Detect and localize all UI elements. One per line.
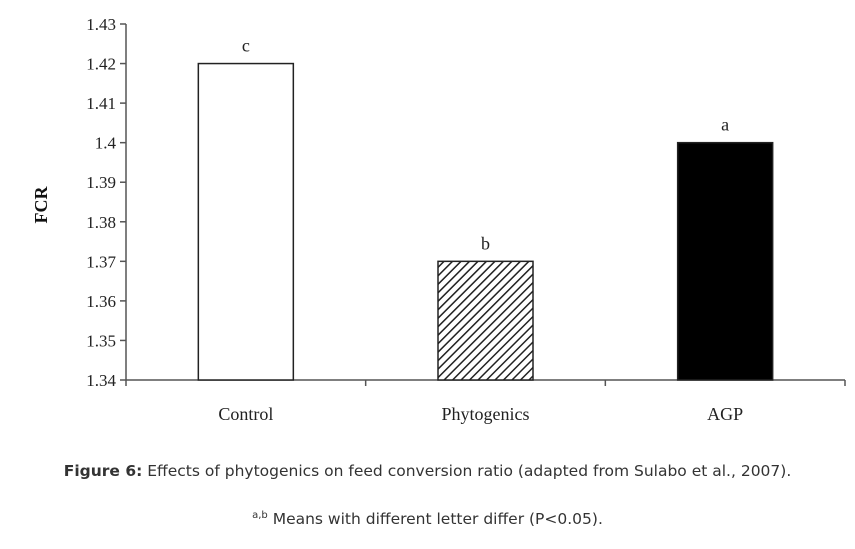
y-tick-label: 1.38	[86, 213, 116, 232]
significance-label: c	[242, 36, 250, 56]
x-axis	[125, 379, 846, 386]
y-tick-label: 1.35	[86, 331, 116, 350]
x-category-label: Phytogenics	[442, 404, 530, 424]
figure-caption-text: Effects of phytogenics on feed conversio…	[147, 462, 792, 480]
bar-agp	[676, 141, 774, 381]
y-tick-label: 1.37	[86, 252, 116, 271]
y-axis-title: FCR	[31, 186, 51, 224]
significance-label: a	[721, 115, 729, 135]
y-tick-label: 1.42	[86, 55, 116, 74]
y-tick-label: 1.34	[86, 371, 116, 390]
bars: c Control b Phytogenics a AGP	[197, 36, 774, 424]
note-text: Means with different letter differ (P<0.…	[272, 510, 603, 528]
x-category-label: AGP	[707, 404, 743, 424]
figure-label: Figure 6:	[63, 462, 143, 480]
y-tick-label: 1.43	[86, 15, 116, 34]
bar-phytogenics	[437, 260, 534, 381]
significance-label: b	[481, 233, 490, 253]
bar-chart: FCR 1.341.351.361.371.381.391.41.411.421…	[31, 15, 846, 424]
y-tick-label: 1.4	[95, 134, 117, 153]
figure-caption: Figure 6: Effects of phytogenics on feed…	[0, 461, 855, 481]
y-tick-label: 1.39	[86, 173, 116, 192]
y-tick-label: 1.36	[86, 292, 116, 311]
note-superscript: a,b	[252, 510, 268, 521]
significance-note: a,b Means with different letter differ (…	[0, 506, 855, 529]
y-tick-label: 1.41	[86, 94, 116, 113]
x-category-label: Control	[218, 404, 273, 424]
y-axis: 1.34 1.35 1.36 1.37 1.38 1.39 1.4 1.41 1.42 1.43	[86, 15, 127, 390]
bar-control	[197, 62, 295, 381]
